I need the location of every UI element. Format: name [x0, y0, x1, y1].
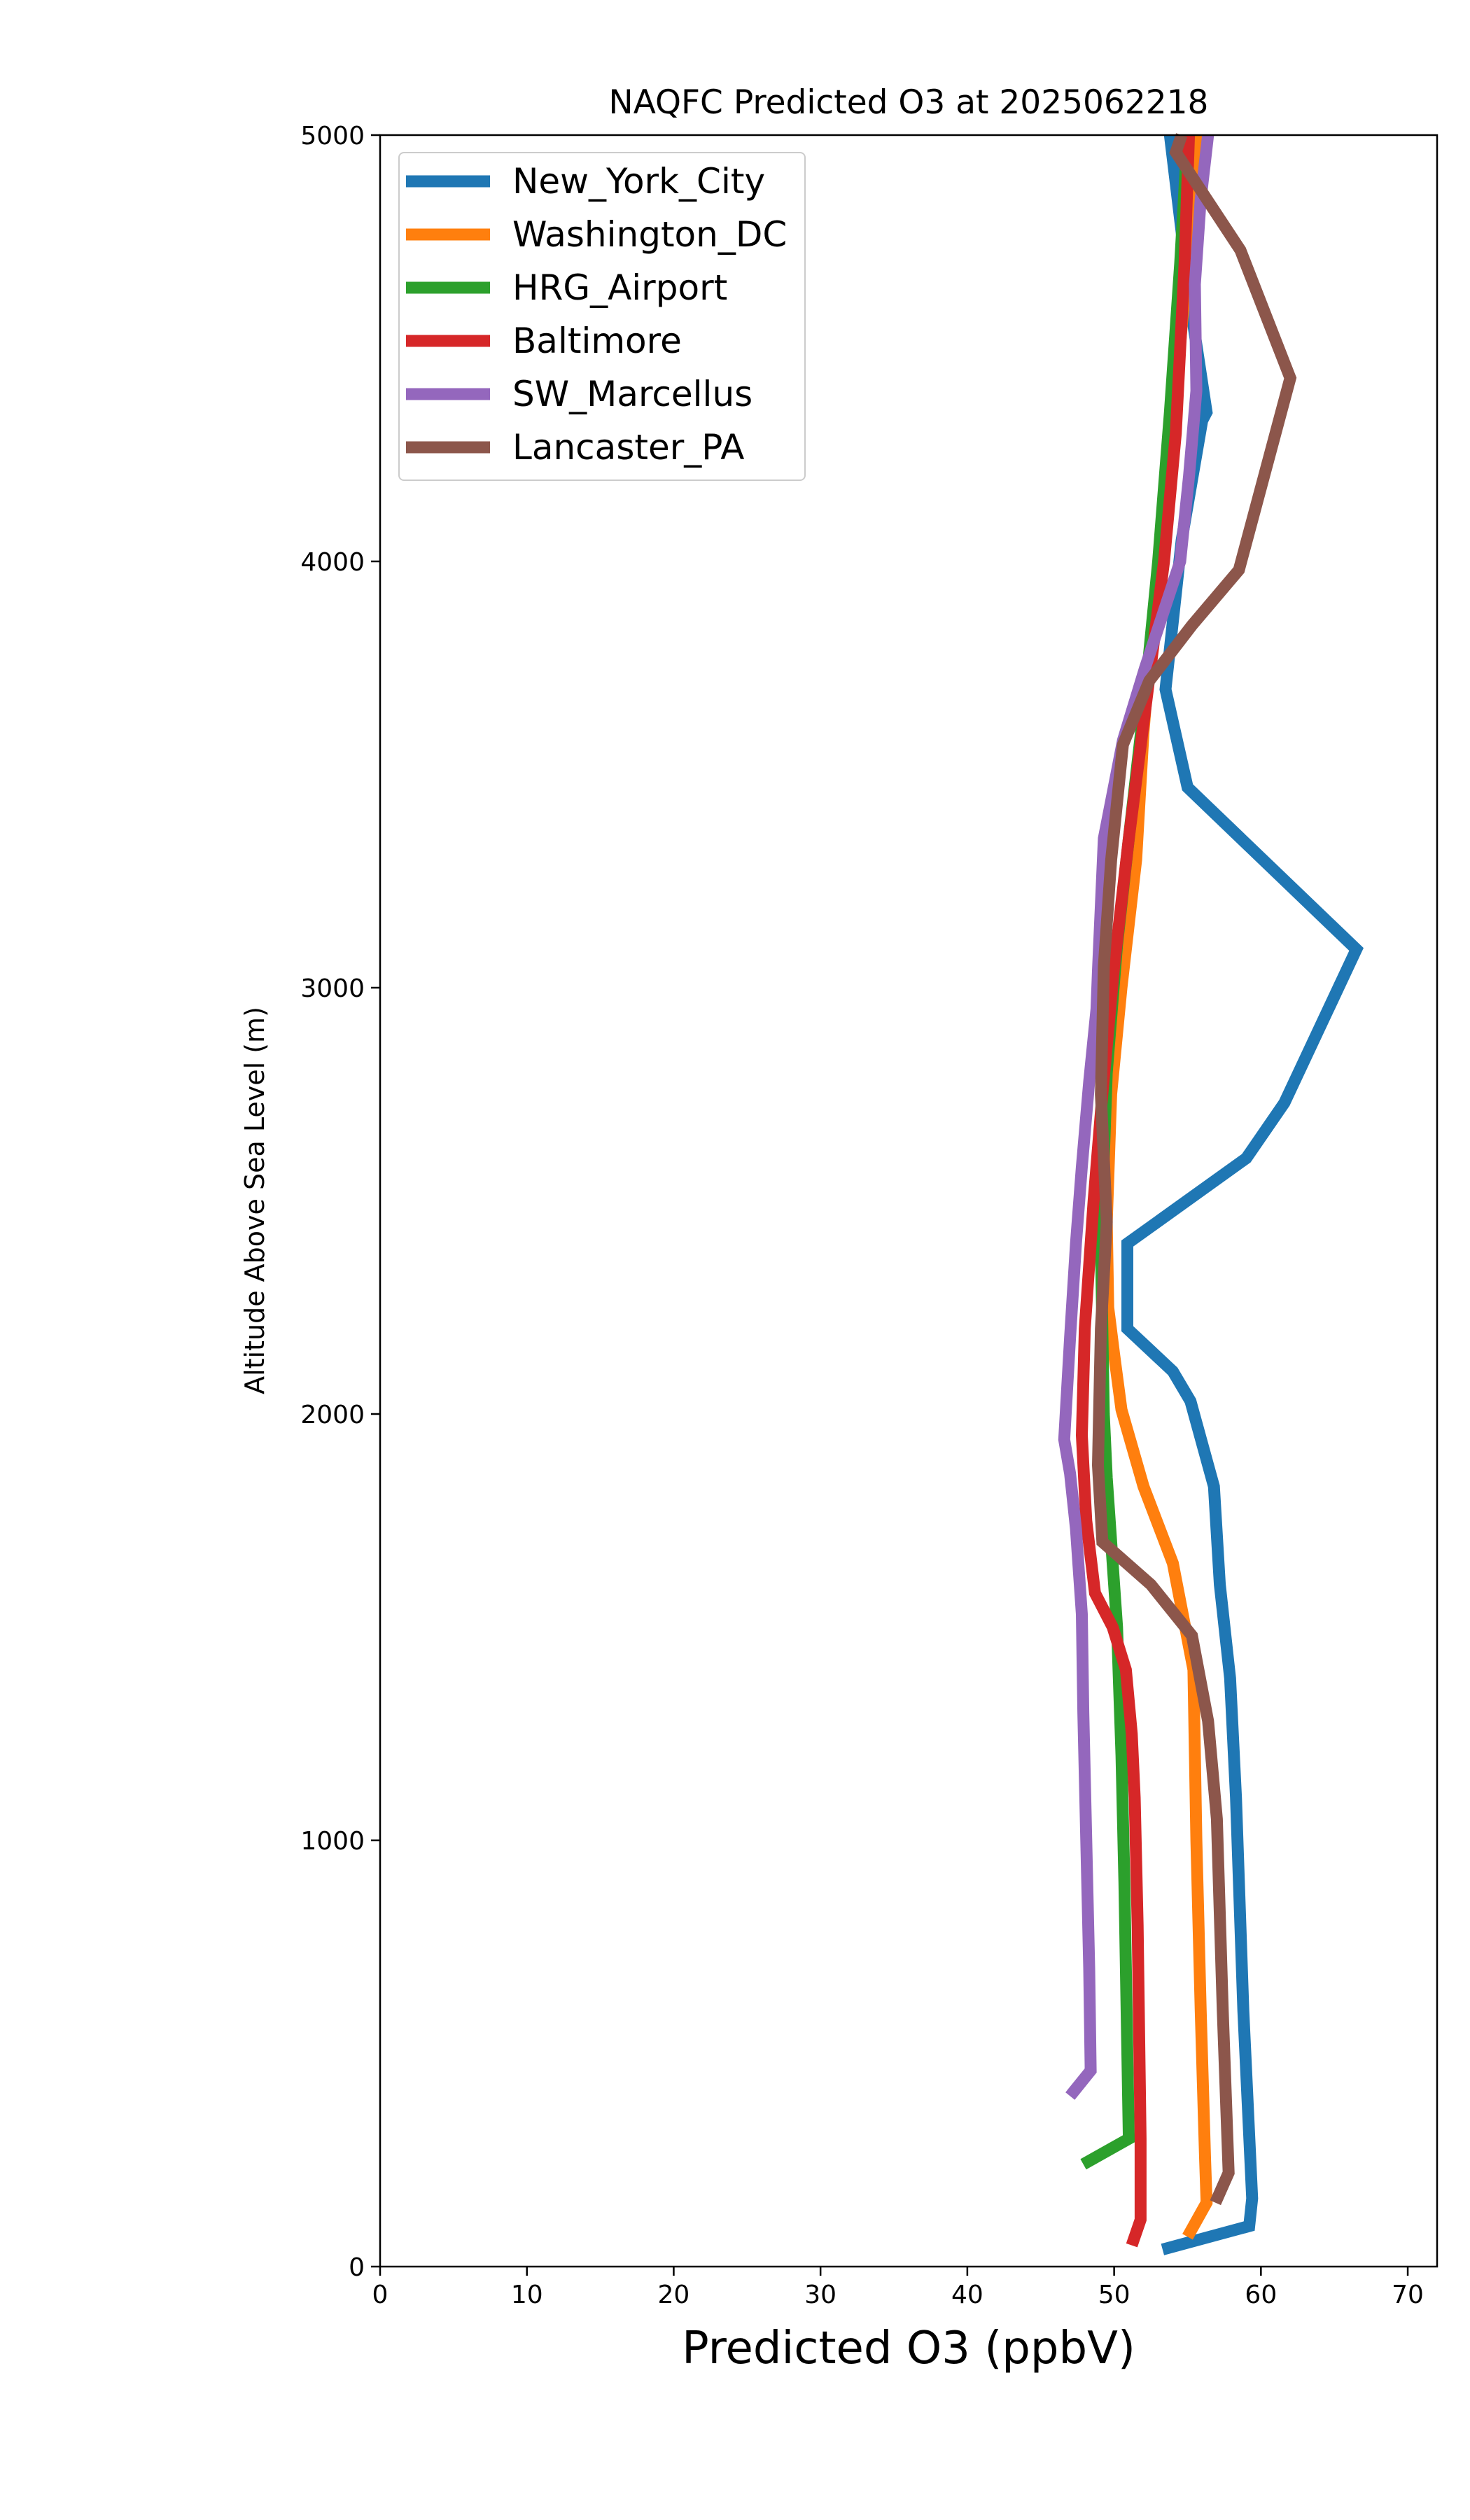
y-tick-label: 4000 — [300, 548, 365, 577]
x-tick-label: 10 — [511, 2281, 543, 2309]
series-line-baltimore — [1075, 134, 1196, 2248]
legend-box — [398, 152, 806, 481]
x-tick-label: 0 — [372, 2281, 388, 2309]
x-tick-label: 20 — [658, 2281, 690, 2309]
x-axis: 0 10 20 30 40 50 60 70 — [372, 2267, 1424, 2309]
series-line-sw-marcellus — [1058, 134, 1214, 2100]
y-tick-label: 0 — [349, 2253, 365, 2282]
x-axis-label: Predicted O3 (ppbV) — [682, 2323, 1135, 2374]
y-tick-label: 2000 — [300, 1401, 365, 1429]
x-tick-label: 50 — [1098, 2281, 1130, 2309]
legend-label: Lancaster_PA — [512, 427, 744, 468]
series-line-lancaster-pa — [1091, 133, 1297, 2206]
y-axis-label: Altitude Above Sea Level (m) — [239, 1007, 270, 1394]
legend-label: SW_Marcellus — [512, 374, 752, 414]
x-tick-label: 70 — [1392, 2281, 1424, 2309]
plot-frame — [379, 134, 1438, 2268]
legend-label: HRG_Airport — [512, 267, 727, 308]
series-lines — [1058, 133, 1364, 2255]
x-tick-label: 60 — [1245, 2281, 1277, 2309]
y-axis: 0 1000 2000 3000 4000 5000 — [300, 122, 380, 2282]
series-line-new-york-city — [1121, 134, 1364, 2255]
legend-label: Washington_DC — [512, 214, 787, 255]
legend-label: Baltimore — [512, 321, 682, 361]
legend-label: New_York_City — [512, 161, 765, 202]
y-tick-label: 1000 — [300, 1827, 365, 1856]
x-tick-label: 40 — [951, 2281, 983, 2309]
chart-title: NAQFC Predicted O3 at 2025062218 — [609, 83, 1209, 122]
y-tick-label: 3000 — [300, 974, 365, 1003]
x-tick-label: 30 — [804, 2281, 836, 2309]
y-tick-label: 5000 — [300, 122, 365, 150]
legend-entries: New_York_City Washington_DC HRG_Airport Bal… — [406, 161, 787, 468]
legend: New_York_City Washington_DC HRG_Airport Bal… — [398, 152, 806, 481]
